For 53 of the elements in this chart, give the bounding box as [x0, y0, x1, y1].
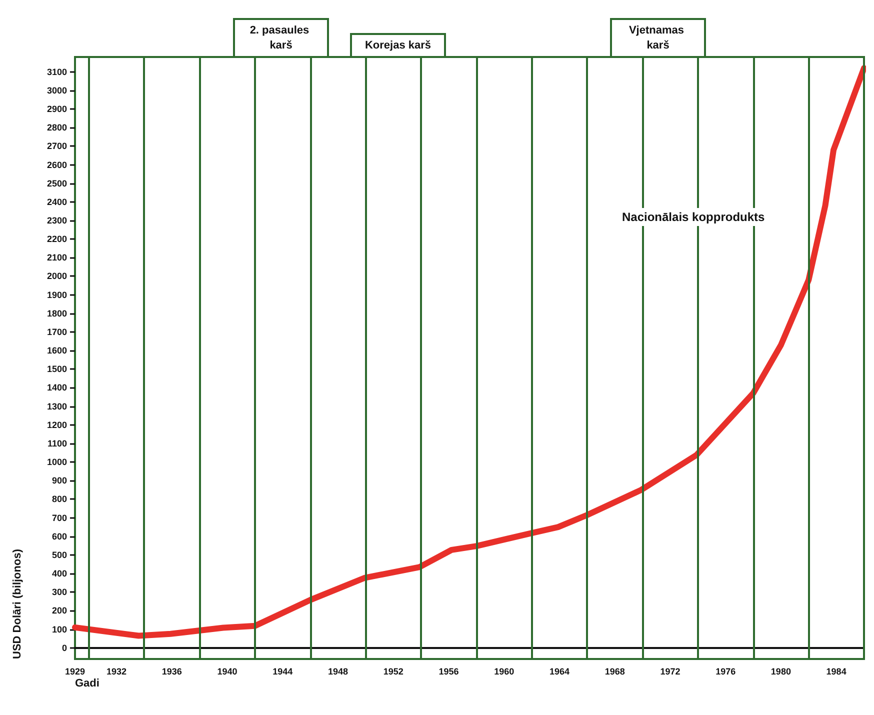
- y-tick-label: 600: [52, 531, 67, 542]
- y-tick-label: 1600: [46, 346, 67, 356]
- x-tick-label: 1956: [438, 666, 459, 676]
- y-tick-label: 1400: [46, 382, 67, 393]
- x-tick-label: 1964: [549, 666, 570, 676]
- y-tick-label: 3000: [46, 85, 67, 96]
- text: Nacionālais kopprodukts: [622, 210, 766, 224]
- text: 2. pasaules karš: [250, 24, 312, 52]
- y-tick-label: 800: [52, 494, 67, 504]
- x-tick-label: 1984: [826, 666, 846, 676]
- y-tick-label: 1900: [46, 290, 67, 300]
- y-tick-label: 2600: [46, 160, 67, 170]
- y-tick-label: 0: [62, 642, 67, 653]
- y-tick-label: 2200: [46, 234, 67, 244]
- y-tick-label: 700: [52, 512, 67, 523]
- x-tick-label: 1952: [383, 666, 404, 676]
- y-tick-label: 2500: [46, 178, 67, 188]
- x-tick-label: 1948: [328, 666, 348, 676]
- y-tick-label: 3100: [46, 66, 67, 77]
- y-tick-label: 200: [52, 606, 67, 616]
- y-tick-label: 2700: [46, 141, 67, 152]
- y-tick-label: 400: [52, 568, 67, 579]
- y-tick-label: 500: [52, 550, 67, 560]
- x-tick-label: 1936: [162, 666, 182, 676]
- y-axis-title: USD Dolāri (biljonos): [12, 548, 24, 659]
- y-tick-label: 2400: [46, 196, 67, 207]
- y-tick-label: 1500: [46, 364, 67, 374]
- y-tick-label: 300: [52, 587, 67, 598]
- y-tick-label: 100: [52, 624, 67, 634]
- y-tick-label: 2000: [46, 271, 67, 282]
- text: Korejas karš: [364, 40, 432, 52]
- x-tick-label: 1944: [272, 666, 293, 676]
- y-tick-label: 1800: [46, 308, 67, 318]
- x-tick-label: 1960: [494, 666, 514, 676]
- y-tick-label: 1100: [47, 438, 67, 448]
- x-tick-label: 1929: [64, 666, 86, 676]
- y-tick-label: 900: [52, 476, 67, 486]
- x-tick-label: 1980: [770, 666, 791, 676]
- x-tick-label: 1940: [217, 666, 238, 676]
- y-tick-label: 2300: [46, 216, 67, 226]
- y-tick-label: 1700: [46, 326, 67, 337]
- y-tick-label: 1200: [46, 420, 67, 430]
- x-tick-label: 1976: [716, 666, 736, 676]
- y-tick-label: 1300: [46, 401, 67, 412]
- x-tick-label: 1932: [106, 666, 127, 676]
- x-axis-title: Gadi: [75, 677, 100, 690]
- x-tick-label: 1972: [660, 666, 680, 676]
- y-tick-label: 2800: [46, 122, 67, 133]
- x-tick-label: 1968: [604, 666, 625, 676]
- y-tick-label: 1000: [46, 457, 67, 468]
- y-tick-label: 2100: [46, 252, 67, 263]
- y-tick-label: 2900: [46, 104, 67, 114]
- text: Vjetnamas karš: [628, 24, 688, 52]
